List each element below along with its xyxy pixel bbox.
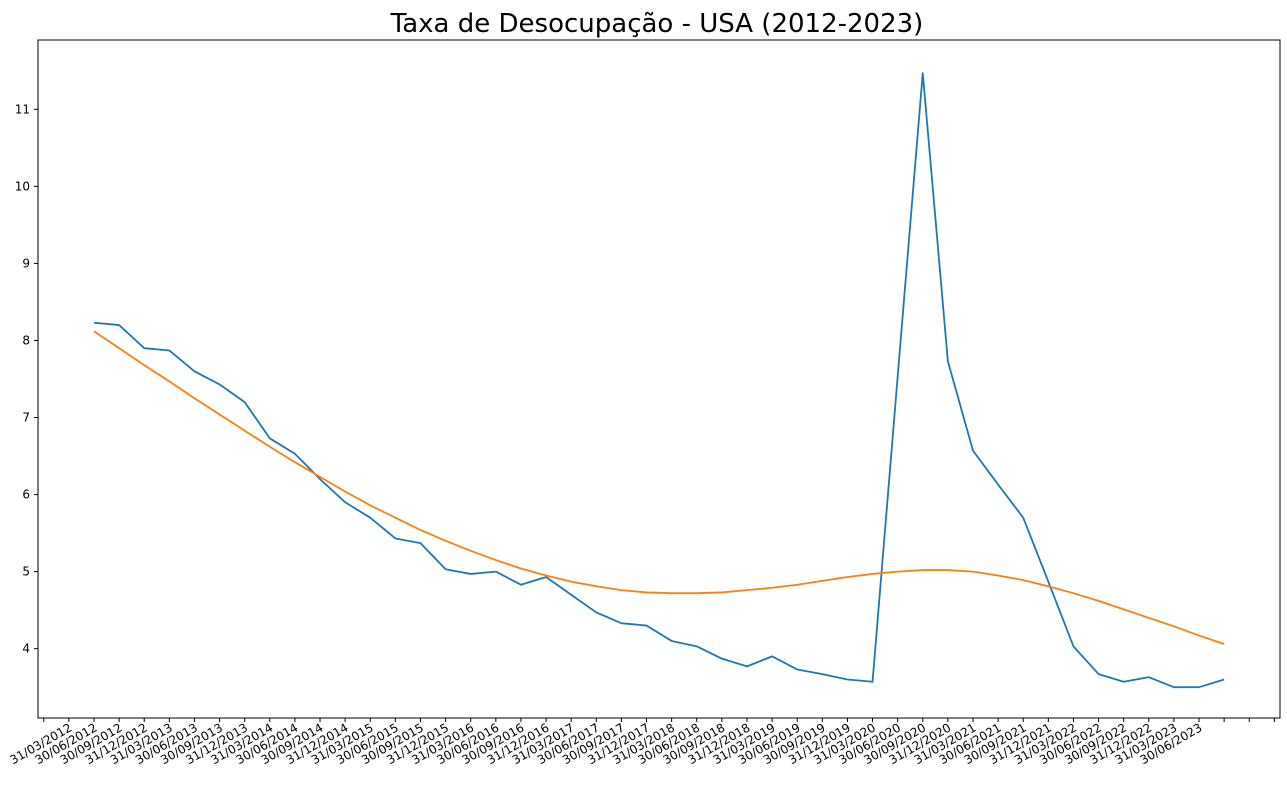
- chart-title: Taxa de Desocupação - USA (2012-2023): [390, 9, 924, 39]
- y-tick-label-0: 4: [22, 642, 30, 656]
- y-tick-label-1: 5: [22, 565, 30, 579]
- y-tick-label-6: 10: [15, 179, 30, 193]
- series-line-1: [93, 330, 1225, 645]
- y-tick-label-7: 11: [15, 102, 30, 116]
- x-axis: 31/03/201230/06/201230/09/201231/12/2012…: [7, 718, 1275, 767]
- y-tick-label-4: 8: [22, 333, 30, 347]
- y-tick-label-2: 6: [22, 488, 30, 502]
- y-tick-label-5: 9: [22, 256, 30, 270]
- y-tick-label-3: 7: [22, 411, 30, 425]
- series-line-0: [93, 72, 1225, 689]
- plot-area: [93, 72, 1225, 689]
- plot-frame: [37, 39, 1281, 719]
- y-axis: 4 5 6 7 8 9 10 11: [15, 102, 38, 656]
